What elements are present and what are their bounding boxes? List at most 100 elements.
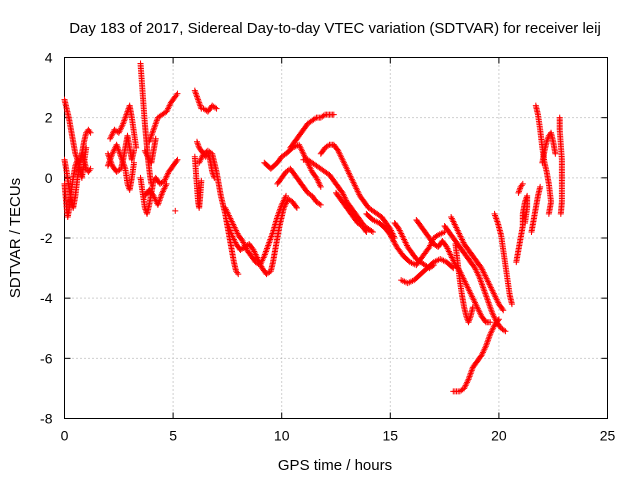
series-arc-aa	[398, 256, 457, 287]
series-arc-x	[333, 189, 370, 235]
data-point	[83, 144, 90, 151]
data-point	[316, 200, 323, 207]
data-point	[387, 231, 394, 238]
data-point	[174, 156, 181, 163]
data-point	[552, 150, 559, 157]
series-arc-ae	[452, 241, 476, 326]
data-point	[212, 104, 219, 111]
data-point	[362, 227, 369, 234]
series-arc-k	[141, 135, 159, 166]
series-arc-m	[191, 87, 220, 115]
data-point	[293, 204, 300, 211]
data-point	[500, 327, 507, 334]
data-point	[519, 180, 526, 187]
series-arc-am	[556, 114, 565, 217]
data-point	[392, 241, 399, 248]
y-tick-label: -8	[40, 411, 53, 427]
x-tick-label: 25	[600, 428, 616, 444]
data-point	[320, 112, 327, 119]
y-tick-label: -4	[40, 290, 53, 306]
series-arc-j	[146, 90, 181, 145]
series-arc-s	[261, 141, 324, 190]
series-arc-al	[528, 183, 544, 235]
x-tick-label: 5	[169, 428, 177, 444]
data-point	[174, 90, 181, 97]
y-tick-label: 4	[45, 50, 53, 66]
data-point	[330, 111, 337, 118]
data-point	[433, 232, 440, 239]
x-tick-label: 0	[61, 428, 69, 444]
series-arc-o	[191, 153, 205, 211]
series-arc-p	[196, 147, 242, 278]
data-point	[363, 228, 370, 235]
data-point	[325, 142, 332, 149]
data-point	[369, 228, 376, 235]
series-arc-w	[317, 141, 398, 241]
data-point	[368, 227, 375, 234]
series-arc-ak	[539, 129, 559, 166]
series-arc-ag	[491, 210, 515, 308]
data-point	[131, 147, 138, 154]
data-point	[390, 238, 397, 245]
data-point	[390, 237, 397, 244]
data-point	[502, 328, 509, 335]
x-tick-label: 10	[274, 428, 290, 444]
data-point	[499, 305, 506, 312]
data-point	[213, 105, 220, 112]
data-point	[131, 159, 138, 166]
data-point	[198, 177, 205, 184]
data-point	[87, 129, 94, 136]
series-arc-i	[141, 180, 170, 208]
chart-title: Day 183 of 2017, Sidereal Day-to-day VTE…	[69, 20, 601, 37]
data-point	[521, 219, 528, 226]
series-arc-e	[104, 141, 138, 193]
data-point	[152, 135, 159, 142]
data-point	[312, 115, 319, 122]
series-arc-g	[137, 60, 155, 187]
y-tick-label: -6	[40, 350, 53, 366]
data-point	[317, 183, 324, 190]
series-arc-c	[61, 144, 90, 220]
series-arc-l	[172, 207, 179, 214]
data-point	[283, 192, 290, 199]
data-point	[557, 210, 564, 217]
x-tick-label: 15	[383, 428, 399, 444]
series-arc-f	[104, 132, 138, 175]
data-point	[388, 234, 395, 241]
data-point	[163, 180, 170, 187]
series-arc-u	[287, 111, 337, 151]
tick-labels: 0 5 10 15 20 25 -8 -6 -4 -2 0 2 4	[40, 50, 615, 444]
series-arc-af	[450, 316, 502, 395]
data-point	[172, 207, 179, 214]
data-point	[495, 317, 502, 324]
data-point	[487, 319, 494, 326]
data-point	[293, 203, 300, 210]
data-point	[500, 307, 507, 314]
series-arc-a	[61, 96, 94, 166]
series-arc-ah	[513, 192, 531, 266]
series-arc-ai	[515, 180, 526, 196]
data-point	[545, 210, 552, 217]
series-arc-h	[137, 156, 181, 217]
data-point	[173, 157, 180, 164]
series-arc-n	[193, 138, 218, 181]
plot-frame	[64, 57, 608, 419]
y-tick-label: 2	[45, 110, 53, 126]
series-arc-r	[224, 195, 300, 278]
data-point	[495, 316, 502, 323]
data-point	[391, 240, 398, 247]
y-tick-label: 0	[45, 170, 53, 186]
series-arc-d	[107, 102, 140, 151]
data-point	[133, 144, 140, 151]
data-point	[537, 183, 544, 190]
series-arc-ac	[441, 222, 509, 335]
data-marks	[61, 60, 565, 395]
data-point	[389, 236, 396, 243]
x-axis-title: GPS time / hours	[278, 457, 392, 474]
y-axis-title: SDTVAR / TECUs	[7, 178, 24, 298]
data-point	[235, 271, 242, 278]
data-point	[450, 265, 457, 272]
data-point	[469, 304, 476, 311]
data-point	[388, 233, 395, 240]
